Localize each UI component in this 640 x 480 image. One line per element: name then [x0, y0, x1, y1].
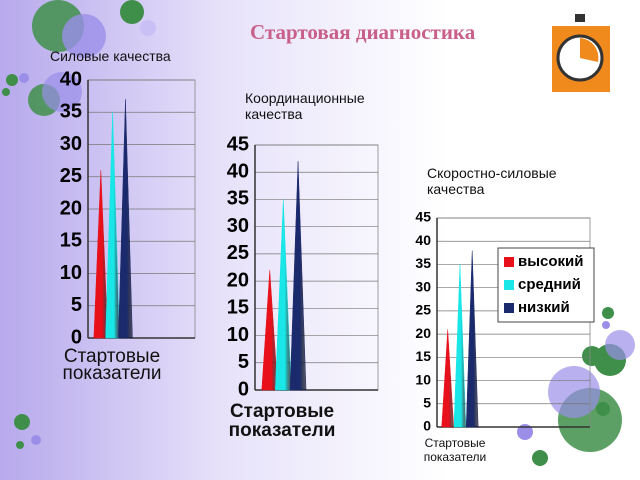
cone-bar [275, 199, 292, 391]
y-tick-label: 15 [415, 348, 431, 364]
y-tick-label: 20 [227, 269, 249, 291]
y-tick-label: 20 [415, 325, 431, 341]
y-tick-label: 10 [60, 262, 82, 284]
y-tick-label: 45 [227, 133, 249, 155]
x-tick-label: Стартовые показатели [228, 401, 336, 441]
y-tick-label: 0 [423, 418, 431, 434]
y-tick-label: 0 [71, 326, 82, 348]
y-tick-label: 5 [423, 394, 431, 410]
y-tick-label: 40 [60, 68, 82, 90]
y-tick-label: 40 [227, 161, 249, 183]
legend-swatch [504, 303, 514, 313]
y-tick-label: 45 [415, 209, 431, 225]
legend-label: средний [518, 276, 581, 293]
y-tick-label: 5 [71, 294, 82, 316]
chart-title: Силовые качества [50, 48, 171, 64]
y-tick-label: 0 [238, 378, 249, 400]
y-tick-label: 5 [238, 351, 249, 373]
y-tick-label: 30 [60, 133, 82, 155]
cone-bar [441, 329, 454, 428]
chart-title: Координационные качества [245, 90, 365, 122]
y-tick-label: 20 [60, 197, 82, 219]
y-tick-label: 25 [415, 302, 431, 318]
y-tick-label: 10 [415, 371, 431, 387]
y-tick-label: 40 [415, 232, 431, 248]
cone-bar [465, 250, 479, 428]
cone-bar [289, 161, 307, 391]
legend-label: низкий [518, 299, 570, 316]
y-tick-label: 35 [60, 101, 82, 123]
x-tick-label: Стартовые показатели [423, 436, 487, 464]
y-tick-label: 15 [60, 230, 82, 252]
legend-swatch [504, 280, 514, 290]
chart-title: Скоростно-силовые качества [427, 165, 557, 197]
cone-bar [453, 264, 467, 428]
y-tick-label: 15 [227, 297, 249, 319]
y-tick-label: 25 [60, 165, 82, 187]
cone-bar [261, 270, 279, 391]
y-tick-label: 35 [227, 188, 249, 210]
x-tick-label: Стартовые показатели [62, 346, 162, 384]
legend-swatch [504, 257, 514, 267]
y-tick-label: 10 [227, 324, 249, 346]
cone-bar [93, 170, 109, 339]
legend-label: высокий [518, 253, 584, 270]
slide-title: Стартовая диагностика [250, 20, 476, 44]
y-tick-label: 30 [415, 278, 431, 294]
cone-bar [105, 112, 120, 339]
cone-bar [118, 99, 133, 339]
y-tick-label: 30 [227, 215, 249, 237]
y-tick-label: 25 [227, 242, 249, 264]
y-tick-label: 35 [415, 255, 431, 271]
